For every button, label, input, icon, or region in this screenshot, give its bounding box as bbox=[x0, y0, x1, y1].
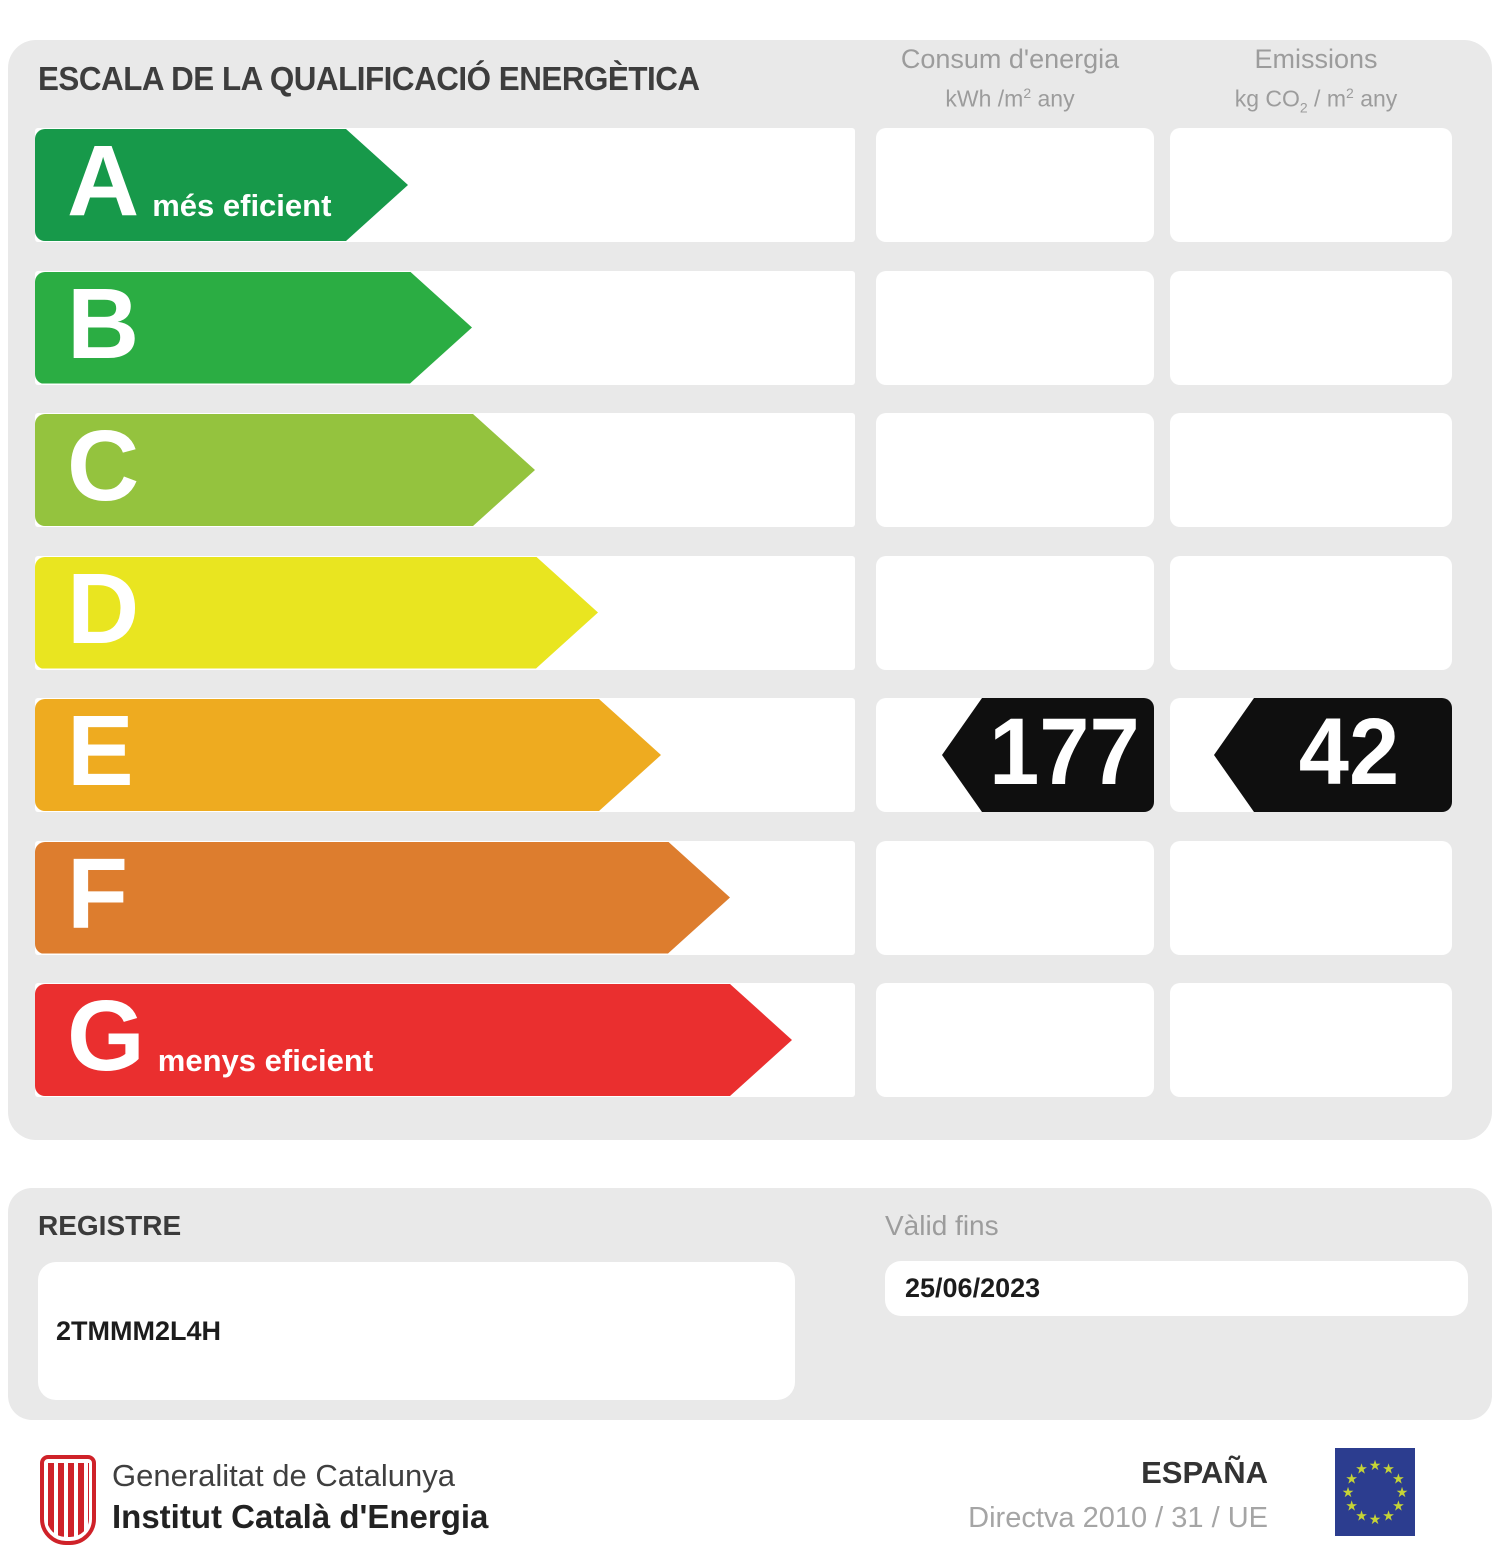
eu-flag-star: ★ bbox=[1355, 1507, 1368, 1524]
rating-value: 177 bbox=[988, 698, 1140, 805]
org-name: Generalitat de Catalunya bbox=[112, 1458, 455, 1493]
consum-unit-suffix: any bbox=[1031, 85, 1075, 112]
valid-until-label: Vàlid fins bbox=[885, 1210, 999, 1241]
energy-scale-panel: ESCALA DE LA QUALIFICACIÓ ENERGÈTICA Con… bbox=[8, 40, 1492, 1140]
rating-bar-arrow: A més eficient bbox=[35, 129, 408, 241]
rating-bar-arrow: F bbox=[35, 842, 730, 954]
emissions-cell bbox=[1170, 413, 1452, 527]
eu-flag-star: ★ bbox=[1392, 1470, 1405, 1487]
consum-unit-superscript: 2 bbox=[1023, 85, 1032, 101]
emissions-column-unit: kg CO2 / m2 any bbox=[1166, 85, 1466, 115]
eu-flag-star: ★ bbox=[1392, 1497, 1405, 1514]
rating-letter: E bbox=[67, 695, 134, 807]
eu-directive: Directva 2010 / 31 / UE bbox=[968, 1502, 1268, 1534]
registre-panel: REGISTRE 2TMMM2L4H Vàlid fins 25/06/2023 bbox=[8, 1188, 1492, 1420]
registre-value: 2TMMM2L4H bbox=[56, 1315, 222, 1346]
efficiency-label: menys eficient bbox=[157, 1043, 374, 1078]
eu-flag-star: ★ bbox=[1368, 1511, 1382, 1527]
valid-until-value: 25/06/2023 bbox=[905, 1273, 1041, 1303]
rating-row: D bbox=[8, 555, 1492, 670]
consum-cell bbox=[876, 983, 1154, 1097]
eu-flag-star: ★ bbox=[1368, 1457, 1382, 1473]
emissions-column-header: Emissions kg CO2 / m2 any bbox=[1166, 44, 1466, 115]
emissions-unit-suffix: any bbox=[1353, 85, 1398, 112]
rating-letter: C bbox=[67, 410, 140, 522]
rating-row: C bbox=[8, 413, 1492, 527]
page-title: ESCALA DE LA QUALIFICACIÓ ENERGÈTICA bbox=[38, 60, 700, 97]
country-name: ESPAÑA bbox=[1141, 1455, 1268, 1490]
emissions-cell bbox=[1170, 270, 1452, 385]
rating-letter: B bbox=[67, 267, 140, 380]
consum-column-header: Consum d'energia kWh /m2 any bbox=[860, 44, 1160, 113]
rating-row: B bbox=[8, 270, 1492, 385]
emissions-cell bbox=[1170, 128, 1452, 242]
consum-column-title: Consum d'energia bbox=[900, 44, 1120, 74]
rating-bar-arrow: D bbox=[35, 557, 598, 669]
eu-flag-star: ★ bbox=[1355, 1460, 1368, 1477]
rating-row: A més eficient bbox=[8, 128, 1492, 242]
eu-flag-star: ★ bbox=[1395, 1484, 1409, 1500]
emissions-cell bbox=[1170, 555, 1452, 670]
registre-value-box: 2TMMM2L4H bbox=[38, 1262, 795, 1400]
emissions-unit-mid: / m bbox=[1307, 85, 1347, 112]
country-block: ESPAÑA Directva 2010 / 31 / UE bbox=[900, 1455, 1268, 1535]
consum-cell bbox=[876, 270, 1154, 385]
emissions-cell bbox=[1170, 983, 1452, 1097]
consum-cell: 177 bbox=[876, 698, 1154, 812]
rating-bar-arrow: C bbox=[35, 414, 535, 526]
emissions-unit-text: kg CO bbox=[1234, 85, 1300, 112]
rating-value-tag: 177 bbox=[942, 698, 1154, 812]
consum-column-unit: kWh /m2 any bbox=[860, 85, 1160, 113]
rating-bar-arrow: G menys eficient bbox=[35, 984, 792, 1096]
emissions-unit-superscript: 2 bbox=[1346, 85, 1354, 101]
eu-flag-icon: ★ ★ ★ ★ ★ ★ ★ ★ ★ ★ ★ ★ bbox=[1335, 1448, 1415, 1536]
generalitat-senyera-icon bbox=[40, 1455, 96, 1545]
institute-name: Institut Català d'Energia bbox=[112, 1498, 489, 1535]
consum-unit-text: kWh /m bbox=[945, 85, 1024, 112]
rating-row: 177 42 E bbox=[8, 698, 1492, 812]
eu-flag-star: ★ bbox=[1345, 1497, 1358, 1514]
rating-letter: A bbox=[67, 125, 140, 237]
eu-flag-star: ★ bbox=[1382, 1460, 1395, 1477]
rating-letter: F bbox=[67, 837, 129, 950]
valid-until-value-box: 25/06/2023 bbox=[885, 1261, 1468, 1316]
organization-block: Generalitat de Catalunya Institut Català… bbox=[112, 1458, 488, 1536]
consum-cell bbox=[876, 413, 1154, 527]
rating-letter: G bbox=[67, 980, 145, 1092]
consum-cell bbox=[876, 128, 1154, 242]
eu-flag-star: ★ bbox=[1382, 1507, 1395, 1524]
rating-rows: A més eficient B C D 177 42 E bbox=[8, 128, 1492, 1126]
rating-letter: D bbox=[67, 552, 140, 665]
emissions-unit-subscript: 2 bbox=[1299, 99, 1308, 116]
efficiency-label: més eficient bbox=[152, 188, 332, 223]
rating-value-tag: 42 bbox=[1214, 698, 1452, 812]
emissions-cell bbox=[1170, 840, 1452, 955]
rating-row: F bbox=[8, 840, 1492, 955]
consum-cell bbox=[876, 555, 1154, 670]
emissions-column-title: Emissions bbox=[1254, 44, 1378, 74]
rating-bar-arrow: E bbox=[35, 699, 661, 811]
emissions-cell: 42 bbox=[1170, 698, 1452, 812]
rating-value: 42 bbox=[1298, 698, 1400, 805]
consum-cell bbox=[876, 840, 1154, 955]
rating-row: G menys eficient bbox=[8, 983, 1492, 1097]
registre-label: REGISTRE bbox=[38, 1210, 182, 1241]
eu-flag-star: ★ bbox=[1345, 1470, 1358, 1487]
rating-bar-arrow: B bbox=[35, 272, 472, 384]
eu-flag-stars: ★ ★ ★ ★ ★ ★ ★ ★ ★ ★ ★ ★ bbox=[1335, 1448, 1415, 1536]
eu-flag-star: ★ bbox=[1341, 1484, 1355, 1500]
